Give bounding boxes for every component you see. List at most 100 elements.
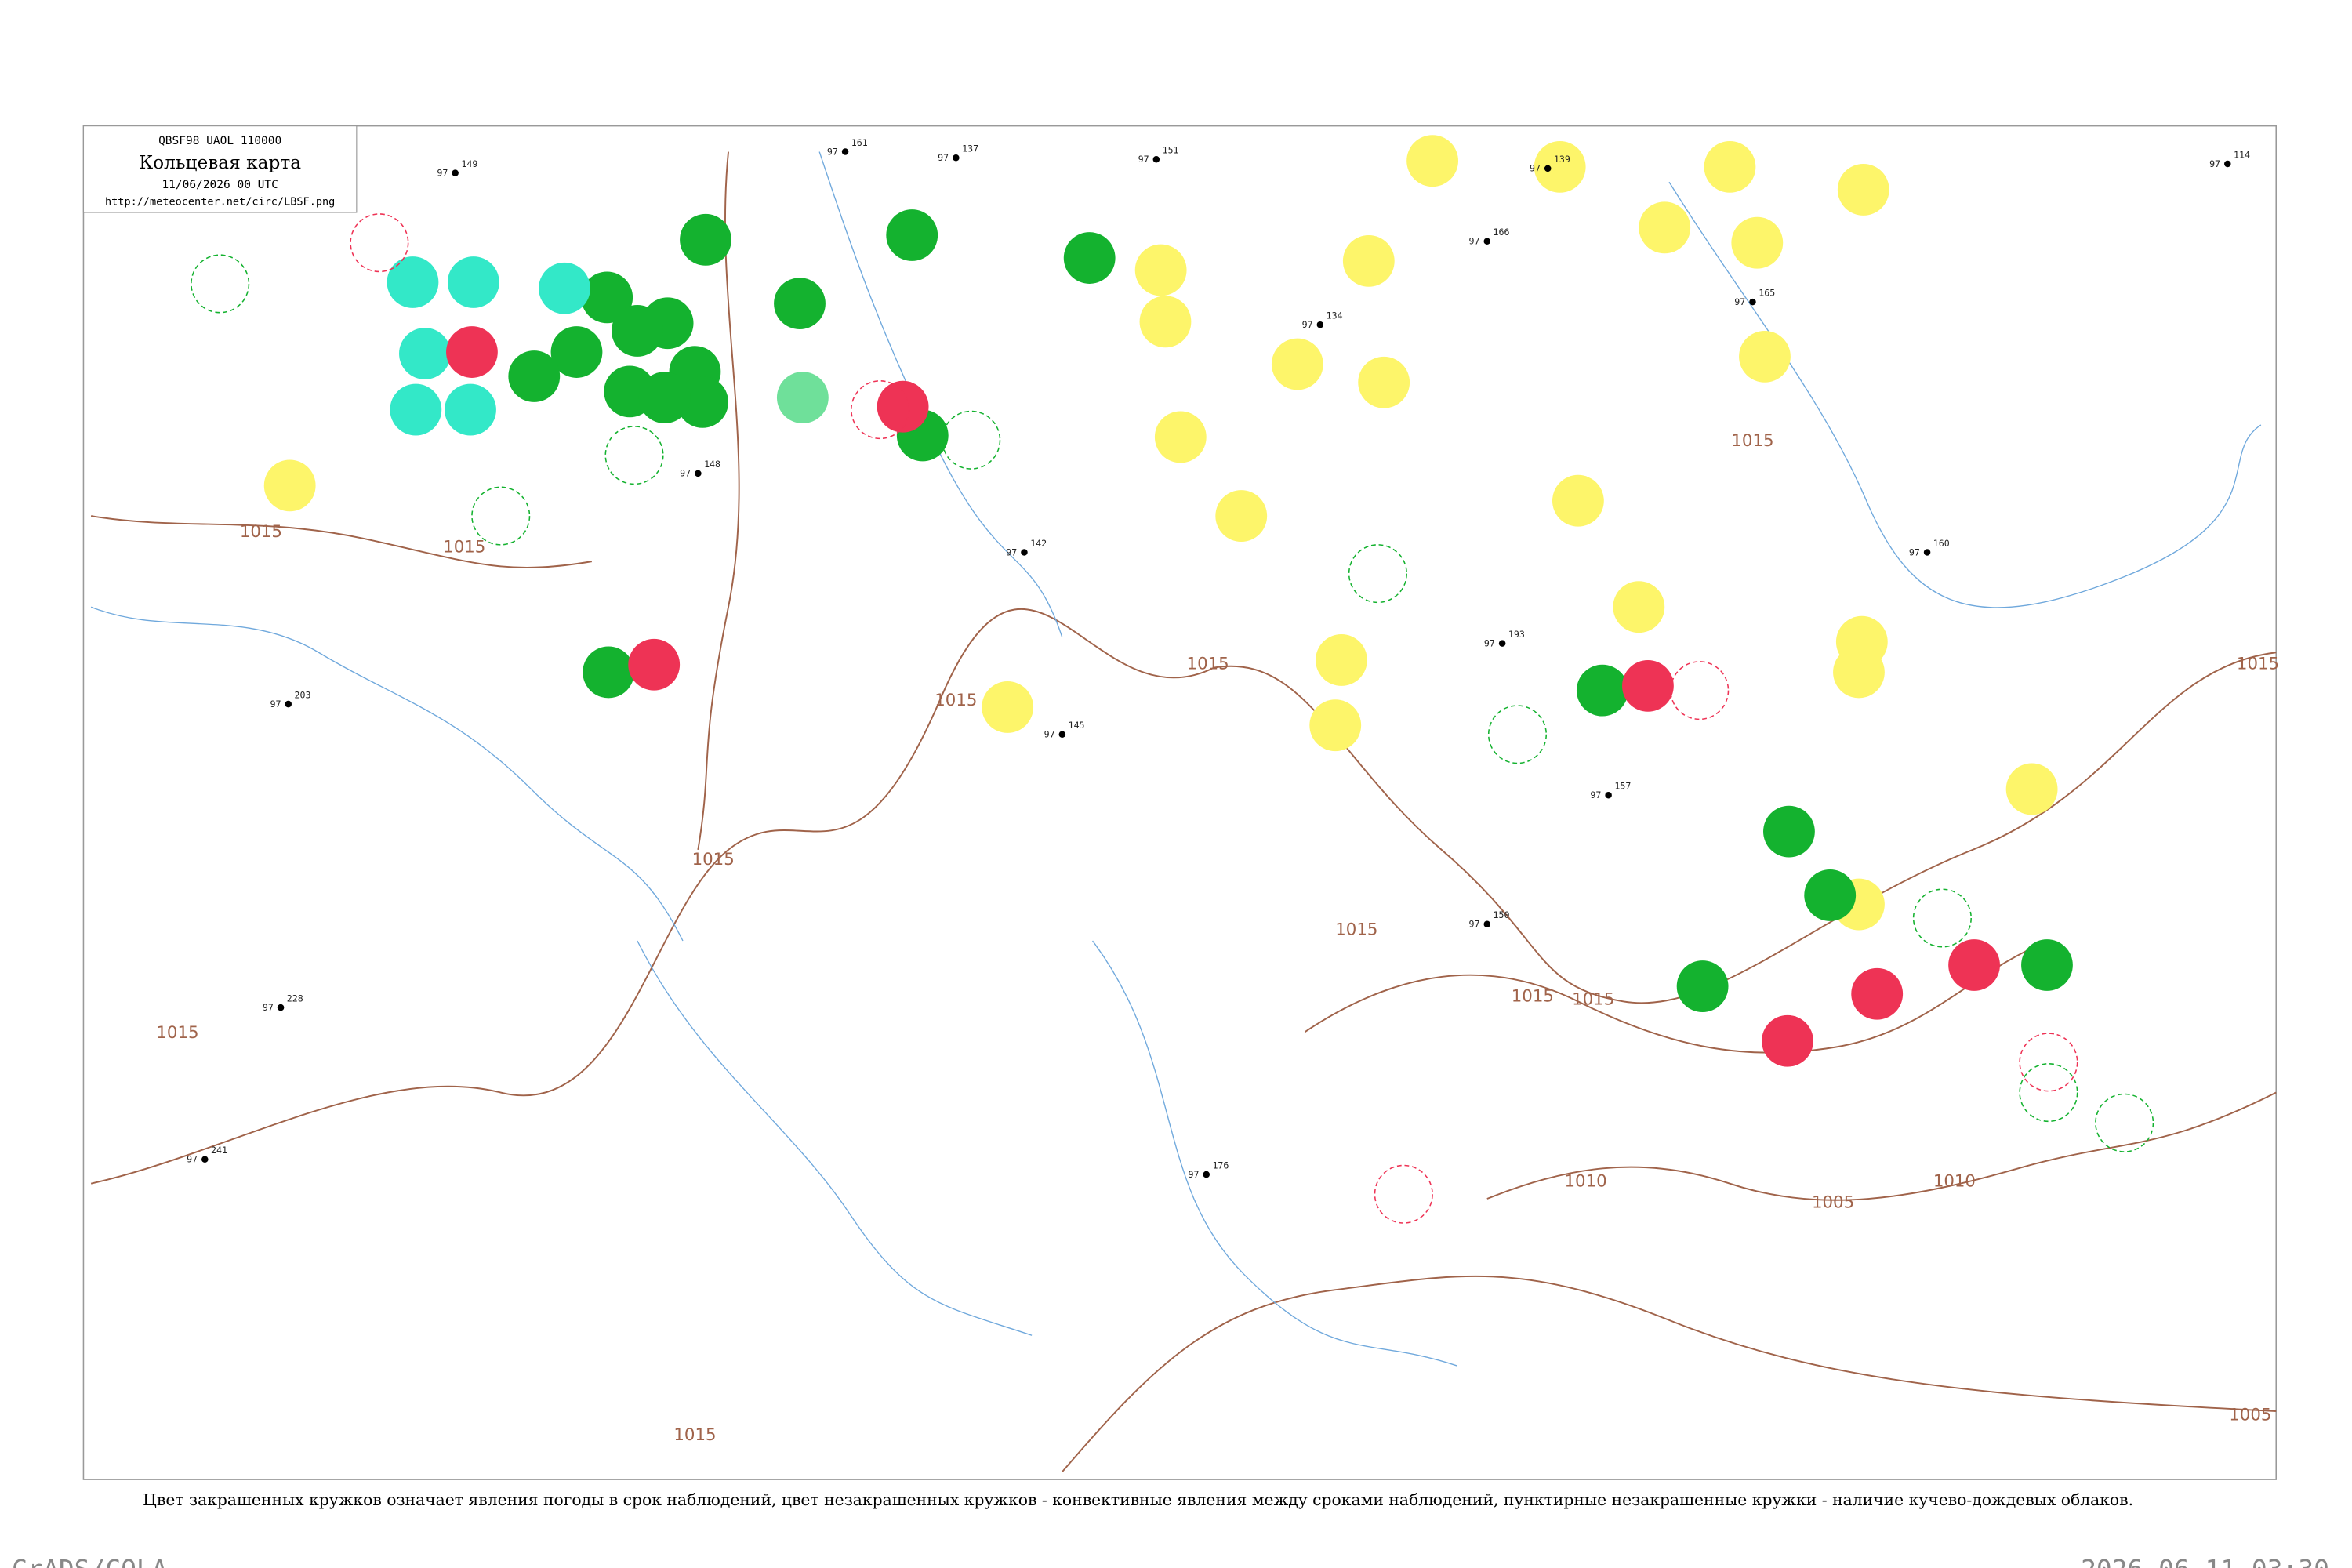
isobar-label: 1015 [1187,655,1229,674]
weather-circle [390,383,442,436]
weather-circle [1731,216,1784,269]
isobar [1214,652,2277,1004]
weather-circle [1762,1014,1813,1067]
station-pressure: 166 [1494,227,1510,238]
weather-circle [1613,581,1665,633]
weather-circle [1139,296,1192,348]
weather-circle [982,681,1034,733]
station-pressure: 228 [287,993,303,1004]
weather-circle [680,213,731,266]
isobar-label: 1015 [240,522,282,542]
station-dot [1544,165,1552,172]
weather-circle [1676,960,1729,1012]
weather-circle [550,326,603,378]
station-pressure: 160 [1933,538,1950,549]
station-temp: 97 [1530,163,1541,174]
weather-circle [677,376,729,428]
weather-circle [1134,244,1187,296]
station-pressure: 193 [1508,629,1525,640]
weather-circle [1063,232,1116,284]
station-dot [1152,155,1160,163]
station-dot [1923,549,1931,556]
station-temp: 97 [827,146,838,157]
coastline [1092,940,1457,1367]
footer-right: 2026-06-11-03:30 [2081,1554,2329,1568]
isobar [90,515,592,568]
weather-circle [399,328,451,379]
isobar [697,151,740,851]
station-dot [1498,640,1506,647]
station-pressure: 114 [2234,149,2250,160]
weather-circle [1215,490,1268,542]
isobar-label: 1005 [1812,1193,1854,1213]
weather-circle [1622,659,1674,712]
station-temp: 97 [1484,638,1495,649]
isobar-label: 1015 [935,691,977,710]
station-temp: 97 [938,152,949,163]
station-pressure: 241 [211,1145,227,1156]
cb-circle [1374,1164,1433,1224]
station-pressure: 176 [1212,1160,1229,1171]
station-dot [1483,238,1491,245]
phenomena [191,135,2154,1224]
header-title: Кольцевая карта [139,152,301,173]
weather-circle [612,305,663,357]
station-pressure: 203 [294,689,310,700]
station-pressure: 137 [962,143,978,154]
weather-circle [628,638,681,691]
isobar [90,608,1214,1185]
weather-circle [1309,699,1362,752]
station-dot [1203,1171,1210,1178]
weather-circle [1534,141,1586,193]
weather-circle [581,271,633,324]
isobar [1062,1275,2277,1473]
station-pressure: 165 [1759,287,1775,298]
weather-circle [1552,474,1604,527]
weather-circle [2021,939,2073,991]
station-dot [1058,731,1066,739]
isobar-label: 1005 [2229,1406,2271,1425]
weather-circle [583,646,635,699]
station-temp: 97 [1469,236,1480,247]
weather-circle [1851,967,1904,1020]
station-pressure: 139 [1554,154,1570,165]
weather-circle [445,383,496,436]
station-dot [452,169,459,176]
river [818,151,1063,638]
cb-circle [1348,544,1407,604]
cb-circle [191,254,250,314]
station-pressure: 151 [1163,144,1179,155]
weather-circle [263,459,316,512]
weather-circle [1739,330,1791,383]
footer-left: GrADS/COLA [12,1554,167,1568]
isobar-label: 1015 [1731,431,1773,451]
station-temp: 97 [680,468,691,479]
isobar-label: 1015 [1512,986,1554,1006]
weather-circle [1763,805,1815,858]
station-dot [285,700,292,708]
isobar-label: 1015 [443,538,485,557]
station-temp: 97 [1138,154,1149,165]
station-dot [1483,920,1491,927]
station-pressure: 161 [851,137,868,148]
cb-circle [942,410,1001,470]
cb-circle [1670,661,1730,720]
station-temp: 97 [1302,319,1313,330]
weather-circle [1358,356,1410,408]
stations: 151 97 139 97 114 97 137 97 161 97 148 97 165 97 149 97… [187,137,2250,1180]
station-dot [277,1004,285,1011]
weather-circle [1948,939,2000,991]
weather-circle [774,278,826,330]
station-temp: 97 [2209,158,2220,169]
station-temp: 97 [1188,1169,1199,1180]
weather-circle [1342,235,1395,287]
station-temp: 97 [437,168,448,179]
isobar-label: 1015 [1335,920,1377,939]
weather-circle [1271,338,1323,390]
station-dot [1021,549,1028,556]
station-dot [953,154,960,162]
weather-circle [1639,201,1691,254]
weather-circle [1154,411,1207,463]
cb-circle [2095,1093,2154,1152]
